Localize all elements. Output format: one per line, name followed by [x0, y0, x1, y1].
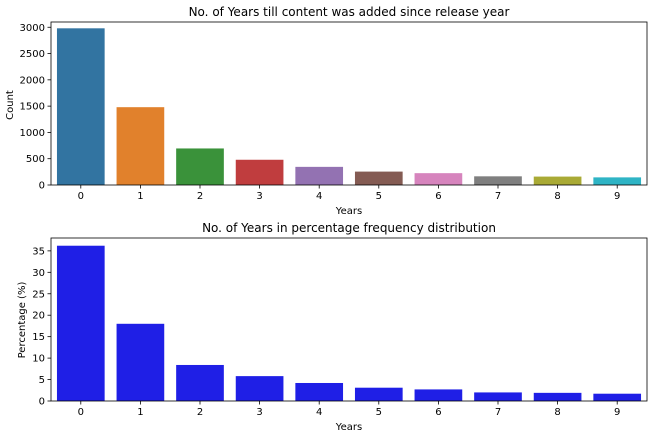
count-chart: No. of Years till content was added sinc…	[5, 5, 648, 217]
bar-9	[593, 393, 642, 401]
x-tick-label: 9	[614, 407, 620, 418]
y-tick-label: 30	[32, 268, 45, 279]
bar-9	[593, 177, 642, 185]
y-tick-label: 0	[39, 397, 45, 408]
x-tick-label: 5	[376, 191, 382, 202]
bar-8	[533, 392, 582, 401]
y-tick-label: 1000	[20, 128, 45, 139]
bar-6	[414, 389, 463, 401]
x-axis-label: Years	[335, 422, 362, 433]
x-tick-label: 2	[197, 407, 203, 418]
bar-1	[116, 107, 165, 185]
x-tick-label: 3	[256, 191, 262, 202]
bar-0	[56, 245, 105, 401]
x-tick-label: 3	[256, 407, 262, 418]
x-tick-label: 0	[78, 191, 84, 202]
y-tick-label: 0	[39, 181, 45, 192]
y-tick-label: 15	[32, 332, 45, 343]
y-tick-label: 35	[32, 246, 45, 257]
y-ticks: 0 5 10 15 20 25 30 35	[32, 246, 51, 408]
y-axis-label: Count	[5, 90, 16, 120]
y-axis-label: Percentage (%)	[17, 282, 28, 359]
y-ticks: 0 500 1000 1500 2000 2500 3000	[20, 23, 51, 192]
y-tick-label: 3000	[20, 23, 45, 34]
x-tick-label: 4	[316, 191, 322, 202]
bar-2	[176, 364, 224, 401]
bar-6	[414, 173, 463, 185]
x-tick-label: 2	[197, 191, 203, 202]
x-tick-label: 5	[376, 407, 382, 418]
bar-1	[116, 323, 165, 401]
bar-0	[56, 28, 105, 185]
y-tick-label: 2000	[20, 75, 45, 86]
bar-4	[295, 382, 344, 401]
x-tick-label: 0	[78, 407, 84, 418]
y-tick-label: 10	[32, 354, 45, 365]
x-tick-label: 7	[495, 407, 501, 418]
chart-title: No. of Years till content was added sinc…	[189, 5, 510, 19]
bars	[56, 245, 642, 401]
x-tick-label: 6	[435, 407, 441, 418]
y-tick-label: 2500	[20, 49, 45, 60]
x-ticks: 0 1 2 3 4 5 6 7 8 9	[78, 185, 620, 202]
x-tick-label: 6	[435, 191, 441, 202]
plot-frame	[50, 237, 648, 402]
y-tick-label: 25	[32, 289, 45, 300]
plot-frame	[50, 21, 648, 186]
x-axis-label: Years	[335, 206, 362, 217]
x-tick-label: 4	[316, 407, 322, 418]
bar-3	[235, 159, 284, 185]
bar-2	[176, 148, 224, 185]
x-tick-label: 8	[554, 407, 560, 418]
bar-7	[474, 176, 522, 185]
y-tick-label: 1500	[20, 102, 45, 113]
bar-5	[354, 171, 403, 185]
x-tick-label: 9	[614, 191, 620, 202]
x-ticks: 0 1 2 3 4 5 6 7 8 9	[78, 401, 620, 418]
bar-8	[533, 176, 582, 185]
chart-title: No. of Years in percentage frequency dis…	[202, 221, 496, 235]
y-tick-label: 20	[32, 311, 45, 322]
x-tick-label: 1	[137, 407, 143, 418]
x-tick-label: 1	[137, 191, 143, 202]
y-tick-label: 5	[39, 375, 45, 386]
x-tick-label: 7	[495, 191, 501, 202]
bars	[56, 28, 642, 185]
bar-4	[295, 166, 344, 185]
percentage-chart: No. of Years in percentage frequency dis…	[17, 221, 648, 433]
y-tick-label: 500	[26, 154, 45, 165]
x-tick-label: 8	[554, 191, 560, 202]
bar-5	[354, 387, 403, 401]
bar-3	[235, 376, 284, 401]
bar-7	[474, 392, 522, 401]
